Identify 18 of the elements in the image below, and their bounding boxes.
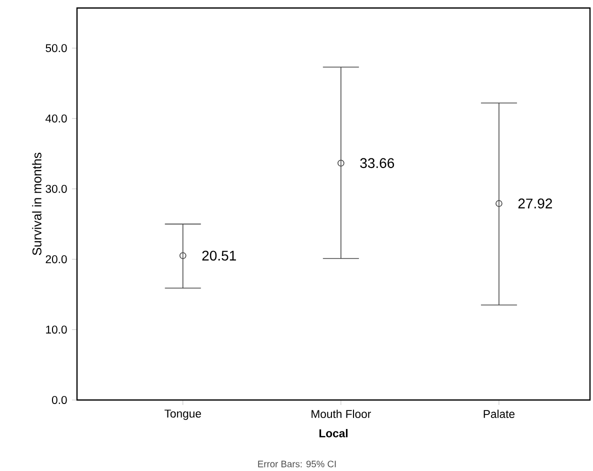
y-tick-label: 30.0	[46, 184, 67, 193]
x-tick-label: Tongue	[164, 410, 201, 420]
data-label: 33.66	[360, 158, 394, 168]
point	[179, 252, 186, 260]
x-tick-label: Mouth Floor	[312, 410, 371, 418]
y-tick-label: 50.0	[46, 44, 67, 52]
data-label: 20.51	[202, 250, 236, 261]
x-axis-title: Local	[319, 428, 348, 438]
y-tick-label: 20.0	[46, 255, 67, 264]
y-axis-title: Survival in months	[32, 152, 42, 256]
data-label: 27.92	[518, 198, 552, 208]
y-tick-label: 40.0	[45, 114, 67, 122]
y-tick-label: 10.0	[46, 326, 67, 334]
point	[338, 160, 344, 166]
text: Error Bars: 95% CI	[258, 460, 336, 468]
point	[496, 200, 502, 207]
x-tick-label: Palate	[484, 410, 515, 418]
y-tick-label: 0.0	[52, 396, 67, 404]
